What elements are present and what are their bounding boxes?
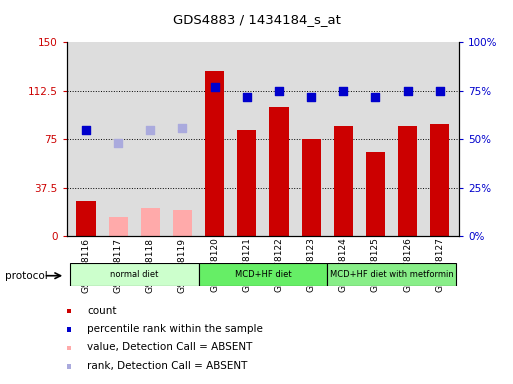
Point: [179, 124, 187, 131]
Point: [404, 88, 412, 94]
Text: MCD+HF diet with metformin: MCD+HF diet with metformin: [330, 270, 453, 279]
Text: protocol: protocol: [5, 271, 48, 281]
Bar: [70, 263, 199, 286]
Point: [82, 126, 90, 132]
Bar: [366, 152, 385, 236]
Point: [307, 93, 315, 99]
Point: [436, 88, 444, 94]
Point: [210, 84, 219, 90]
Text: rank, Detection Call = ABSENT: rank, Detection Call = ABSENT: [87, 361, 248, 371]
Bar: [173, 210, 192, 236]
Point: [275, 88, 283, 94]
Bar: [430, 124, 449, 236]
Bar: [205, 71, 224, 236]
Bar: [327, 263, 456, 286]
Point: [371, 93, 380, 99]
Bar: [398, 126, 417, 236]
Bar: [199, 263, 327, 286]
Point: [243, 93, 251, 99]
Point: [114, 140, 122, 146]
Bar: [109, 217, 128, 236]
Text: percentile rank within the sample: percentile rank within the sample: [87, 324, 263, 334]
Bar: [237, 130, 256, 236]
Text: count: count: [87, 306, 117, 316]
Bar: [302, 139, 321, 236]
Text: MCD+HF diet: MCD+HF diet: [234, 270, 291, 279]
Text: GDS4883 / 1434184_s_at: GDS4883 / 1434184_s_at: [172, 13, 341, 26]
Text: value, Detection Call = ABSENT: value, Detection Call = ABSENT: [87, 343, 252, 353]
Point: [339, 88, 347, 94]
Text: normal diet: normal diet: [110, 270, 159, 279]
Bar: [141, 208, 160, 236]
Point: [146, 126, 154, 132]
Bar: [76, 201, 95, 236]
Bar: [269, 107, 289, 236]
Bar: [333, 126, 353, 236]
